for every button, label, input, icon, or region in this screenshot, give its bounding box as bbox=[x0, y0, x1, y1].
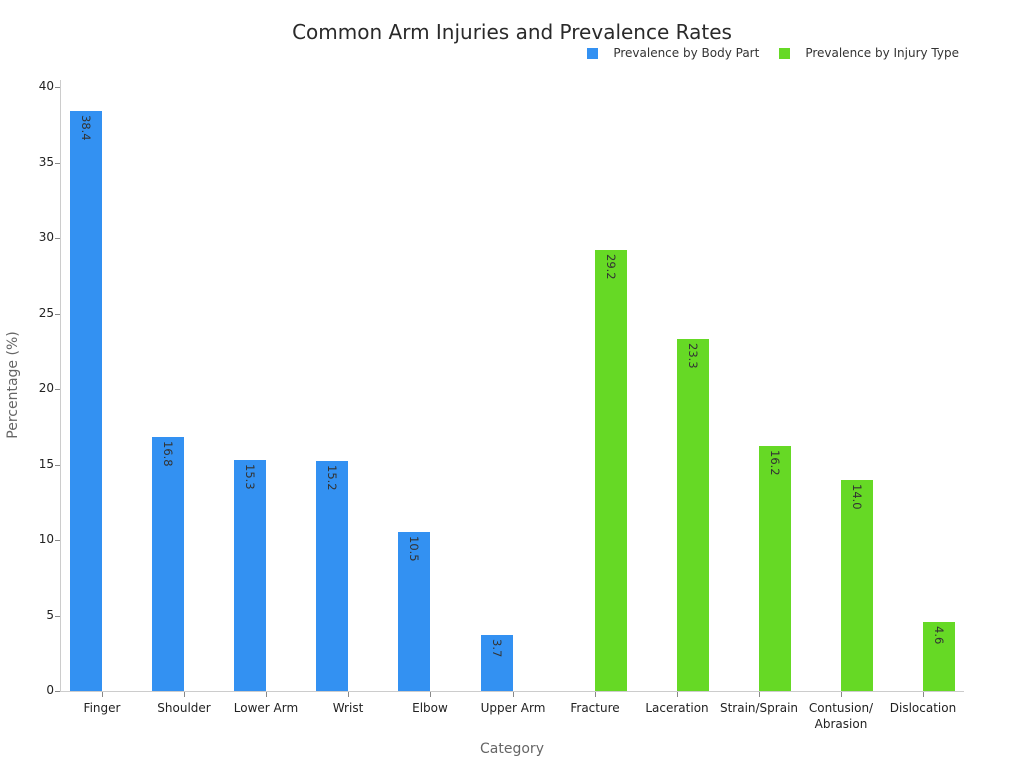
x-tick-label: Strain/Sprain bbox=[719, 701, 799, 715]
y-tick bbox=[55, 238, 60, 239]
bar-value-label: 16.2 bbox=[768, 450, 782, 476]
bar-lower-arm[interactable]: 15.3 bbox=[234, 459, 266, 691]
y-axis-title: Percentage (%) bbox=[5, 331, 21, 439]
bar-value-label: 38.4 bbox=[79, 115, 93, 141]
bar-value-label: 29.2 bbox=[604, 254, 618, 280]
bar-contusion-abrasion[interactable]: 14.0 bbox=[841, 479, 873, 691]
y-tick-label: 30 bbox=[38, 230, 54, 244]
x-tick-label: Shoulder bbox=[157, 701, 211, 715]
legend-label-body-part: Prevalence by Body Part bbox=[613, 46, 760, 60]
chart-title-text: Common Arm Injuries and Prevalence Rates bbox=[292, 20, 732, 44]
x-tick-label: Upper Arm bbox=[480, 701, 546, 715]
bar-fracture[interactable]: 29.2 bbox=[595, 250, 627, 691]
bar-dislocation[interactable]: 4.6 bbox=[923, 621, 955, 691]
bar-value-label: 4.6 bbox=[932, 625, 946, 644]
x-tick-label: Finger bbox=[83, 701, 121, 715]
y-tick bbox=[55, 691, 60, 692]
legend-swatch-body-part bbox=[587, 47, 599, 59]
bar-wrist[interactable]: 15.2 bbox=[316, 461, 348, 691]
x-tick bbox=[677, 692, 678, 697]
chart-title: Common Arm Injuries and Prevalence Rates bbox=[0, 20, 1024, 44]
bar-laceration[interactable]: 23.3 bbox=[677, 339, 709, 691]
y-tick-label: 20 bbox=[38, 381, 54, 395]
y-tick bbox=[55, 389, 60, 390]
x-tick-label: Laceration bbox=[645, 701, 709, 715]
bar-value-label: 10.5 bbox=[407, 536, 421, 563]
y-tick-label: 5 bbox=[46, 607, 54, 622]
y-tick-label: 40 bbox=[38, 79, 54, 93]
x-tick bbox=[184, 692, 185, 697]
x-tick bbox=[348, 692, 349, 697]
y-tick bbox=[55, 615, 60, 617]
x-tick bbox=[102, 692, 103, 697]
bar-value-label: 23.3 bbox=[686, 343, 700, 369]
x-tick bbox=[430, 692, 431, 697]
bar-value-label: 14.0 bbox=[850, 483, 864, 510]
y-tick-label: 0 bbox=[46, 683, 54, 697]
y-axis-line bbox=[60, 80, 61, 692]
x-tick-label: Fracture bbox=[570, 701, 620, 715]
y-tick bbox=[55, 87, 60, 88]
x-tick bbox=[841, 692, 842, 697]
x-tick bbox=[266, 692, 267, 697]
x-tick-label: Lower Arm bbox=[233, 701, 299, 715]
bar-shoulder[interactable]: 16.8 bbox=[152, 437, 184, 691]
x-tick bbox=[595, 692, 596, 697]
x-tick-label: Elbow bbox=[412, 701, 448, 715]
x-tick-label: Wrist bbox=[332, 701, 364, 715]
y-tick-label: 25 bbox=[38, 305, 54, 320]
x-axis-title: Category bbox=[480, 741, 544, 757]
y-tick bbox=[55, 464, 60, 466]
bar-value-label: 3.7 bbox=[490, 639, 504, 658]
legend-item-injury-type[interactable]: Prevalence by Injury Type bbox=[779, 46, 959, 60]
legend: Prevalence by Body Part Prevalence by In… bbox=[567, 46, 959, 60]
bar-strain-sprain[interactable]: 16.2 bbox=[759, 446, 791, 691]
legend-swatch-injury-type bbox=[779, 47, 791, 59]
x-tick-label: Contusion/Abrasion bbox=[808, 701, 874, 731]
y-tick bbox=[55, 540, 60, 541]
x-tick-label: Dislocation bbox=[889, 701, 957, 715]
bar-finger[interactable]: 38.4 bbox=[70, 111, 102, 691]
bar-upper-arm[interactable]: 3.7 bbox=[481, 635, 513, 691]
bar-value-label: 16.8 bbox=[161, 441, 175, 467]
y-tick-label: 35 bbox=[38, 154, 54, 169]
bar-value-label: 15.3 bbox=[243, 463, 257, 490]
x-tick bbox=[513, 692, 514, 697]
y-tick bbox=[55, 162, 60, 164]
x-axis-line bbox=[60, 691, 964, 692]
legend-item-body-part[interactable]: Prevalence by Body Part bbox=[587, 46, 759, 60]
y-tick-label: 10 bbox=[38, 532, 54, 546]
y-tick bbox=[55, 313, 60, 315]
x-tick bbox=[923, 692, 924, 697]
y-tick-label: 15 bbox=[38, 456, 54, 471]
bar-elbow[interactable]: 10.5 bbox=[398, 532, 430, 691]
x-tick bbox=[759, 692, 760, 697]
bar-value-label: 15.2 bbox=[325, 465, 339, 492]
legend-label-injury-type: Prevalence by Injury Type bbox=[805, 46, 959, 60]
